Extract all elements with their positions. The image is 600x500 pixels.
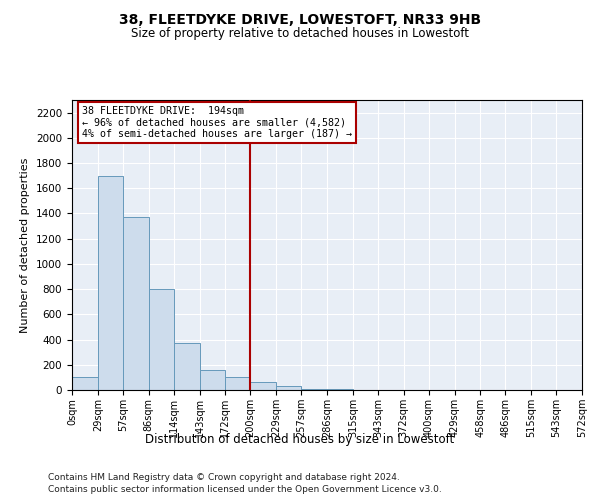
- Bar: [123, 216, 149, 390]
- Text: Distribution of detached houses by size in Lowestoft: Distribution of detached houses by size …: [145, 432, 455, 446]
- Bar: [72, 378, 98, 390]
- Text: Size of property relative to detached houses in Lowestoft: Size of property relative to detached ho…: [131, 28, 469, 40]
- Bar: [250, 382, 276, 390]
- Y-axis label: Number of detached properties: Number of detached properties: [20, 158, 31, 332]
- Text: Contains HM Land Registry data © Crown copyright and database right 2024.: Contains HM Land Registry data © Crown c…: [48, 472, 400, 482]
- Bar: [149, 289, 173, 390]
- Text: Contains public sector information licensed under the Open Government Licence v3: Contains public sector information licen…: [48, 485, 442, 494]
- Bar: [199, 370, 226, 390]
- Text: 38, FLEETDYKE DRIVE, LOWESTOFT, NR33 9HB: 38, FLEETDYKE DRIVE, LOWESTOFT, NR33 9HB: [119, 12, 481, 26]
- Bar: [173, 342, 199, 390]
- Bar: [276, 386, 301, 390]
- Bar: [98, 176, 123, 390]
- Bar: [226, 378, 250, 390]
- Text: 38 FLEETDYKE DRIVE:  194sqm
← 96% of detached houses are smaller (4,582)
4% of s: 38 FLEETDYKE DRIVE: 194sqm ← 96% of deta…: [82, 106, 352, 139]
